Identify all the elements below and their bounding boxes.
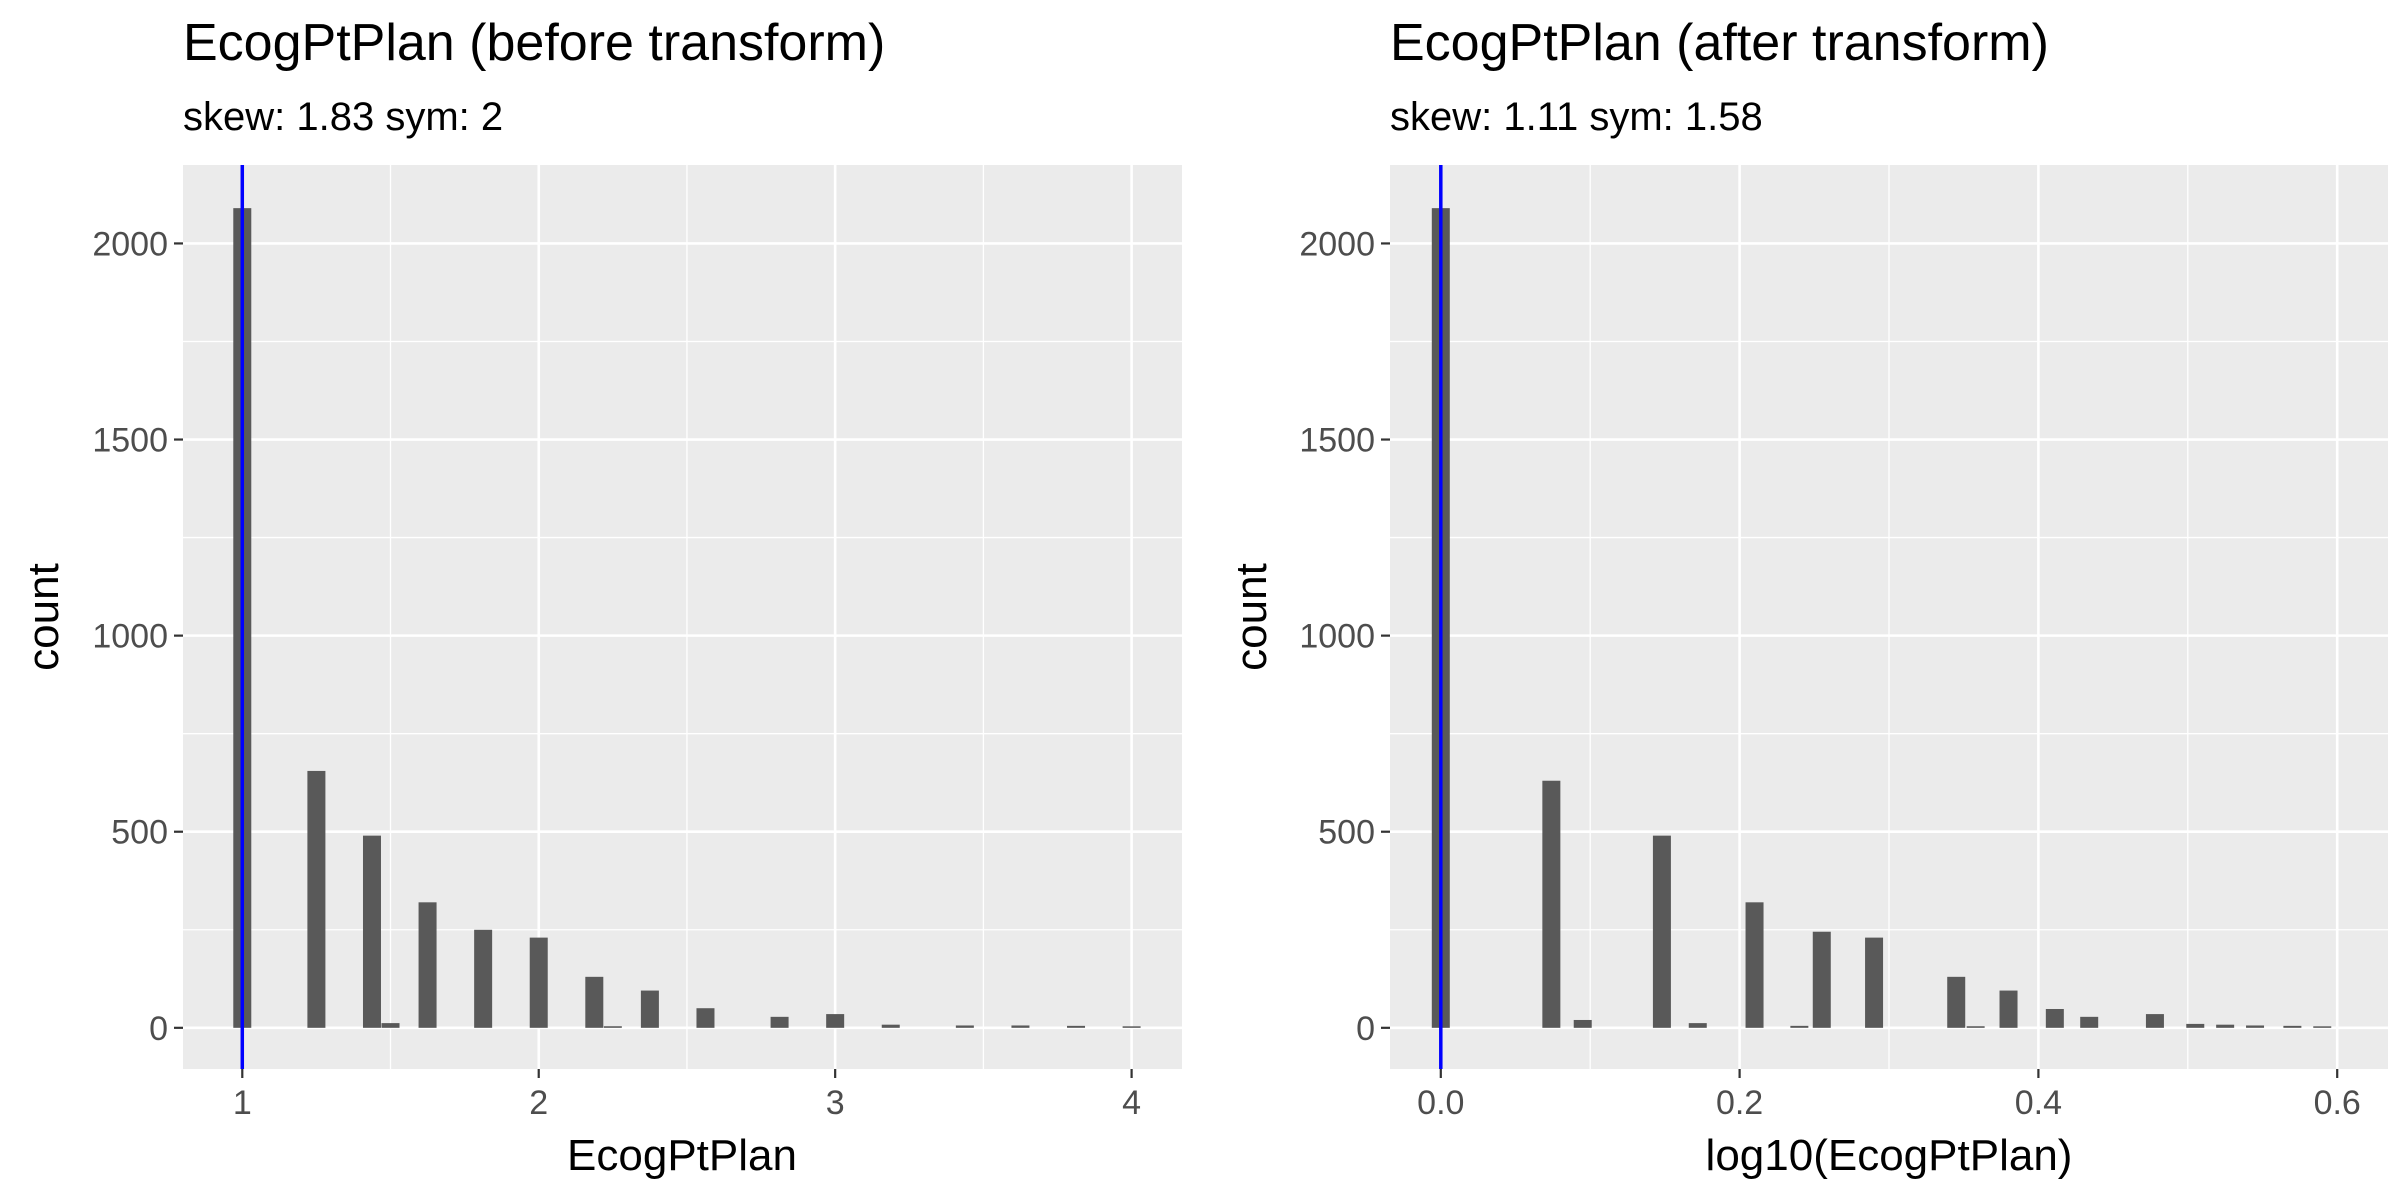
histogram-bar (2246, 1025, 2265, 1028)
x-tick-label: 0.4 (2015, 1084, 2062, 1122)
grid-minor (1390, 165, 2388, 1069)
histogram-bar (1966, 1026, 1985, 1028)
x-axis-title: log10(EcogPtPlan) (1706, 1131, 2073, 1180)
y-tick-label: 1000 (92, 618, 168, 656)
histogram-bar (955, 1025, 974, 1028)
y-tick-label: 0 (1356, 1010, 1375, 1048)
histogram-bar (1573, 1019, 1592, 1028)
x-tick-label: 4 (1122, 1084, 1141, 1122)
histogram-bar (2186, 1023, 2205, 1028)
histogram-bar (381, 1023, 400, 1028)
grid-major (183, 165, 1182, 1069)
x-tick-label: 0.6 (2314, 1084, 2361, 1122)
y-axis-ticks: 0 500 1000 1500 2000 (1299, 225, 1390, 1048)
histogram-bar (2313, 1026, 2332, 1028)
histogram-bar (585, 976, 604, 1028)
y-axis-title: count (19, 563, 68, 671)
histogram-bar (1947, 976, 1966, 1028)
y-tick-label: 2000 (1299, 225, 1375, 263)
x-tick-label: 0.0 (1417, 1084, 1464, 1122)
grid-minor (183, 165, 1182, 1069)
histogram-bar (770, 1016, 789, 1028)
plot-panel (183, 165, 1182, 1069)
x-tick-label: 3 (826, 1084, 845, 1122)
chart-subtitle: skew: 1.83 sym: 2 (183, 95, 503, 139)
histogram-bar (2080, 1016, 2099, 1028)
x-tick-label: 2 (529, 1084, 548, 1122)
histogram-bar (529, 937, 548, 1028)
y-tick-label: 1500 (1299, 422, 1375, 460)
histogram-bar (307, 770, 326, 1028)
chart-title: EcogPtPlan (after transform) (1390, 14, 2049, 72)
histogram-bar (826, 1014, 845, 1028)
histogram-bar (1652, 835, 1671, 1028)
histogram-bar (1011, 1025, 1030, 1028)
y-tick-label: 0 (149, 1010, 168, 1048)
y-tick-label: 2000 (92, 225, 168, 263)
y-tick-label: 500 (1318, 814, 1375, 852)
histogram-bar (640, 990, 659, 1028)
histogram-bar (1865, 937, 1884, 1028)
histogram-bar (1067, 1025, 1086, 1028)
histogram-bar (1812, 931, 1831, 1028)
y-axis-title: count (1227, 563, 1276, 671)
histogram-bar (696, 1008, 715, 1028)
x-tick-label: 1 (233, 1084, 252, 1122)
histogram-bar (2216, 1024, 2235, 1028)
x-axis-title: EcogPtPlan (567, 1131, 797, 1180)
x-axis-ticks: 0.0 0.2 0.4 0.6 (1417, 1069, 2361, 1122)
histogram-bar (603, 1026, 622, 1028)
panel-after-transform: EcogPtPlan (after transform) skew: 1.11 … (1227, 14, 2388, 1180)
y-tick-label: 500 (111, 814, 168, 852)
panel-before-transform: EcogPtPlan (before transform) skew: 1.83… (19, 14, 1182, 1180)
histogram-bar (1122, 1026, 1141, 1028)
histogram-bar (418, 902, 437, 1028)
histogram-bar (2145, 1014, 2164, 1028)
y-tick-label: 1500 (92, 422, 168, 460)
histogram-bar (1999, 990, 2018, 1028)
y-axis-ticks: 0 500 1000 1500 2000 (92, 225, 183, 1048)
histogram-bar (474, 929, 493, 1028)
histogram-bar (362, 835, 381, 1028)
histogram-bar (1790, 1025, 1809, 1028)
histogram-bar (881, 1024, 900, 1028)
chart-subtitle: skew: 1.11 sym: 1.58 (1390, 95, 1763, 139)
histogram-bar (1542, 780, 1561, 1028)
x-tick-label: 0.2 (1716, 1084, 1763, 1122)
y-tick-label: 1000 (1299, 618, 1375, 656)
histogram-bar (2045, 1008, 2064, 1028)
histogram-bar (1745, 902, 1764, 1028)
x-axis-ticks: 1 2 3 4 (233, 1069, 1141, 1122)
chart-title: EcogPtPlan (before transform) (183, 14, 885, 72)
histogram-bar (2283, 1025, 2302, 1028)
histogram-bar (1688, 1023, 1707, 1028)
